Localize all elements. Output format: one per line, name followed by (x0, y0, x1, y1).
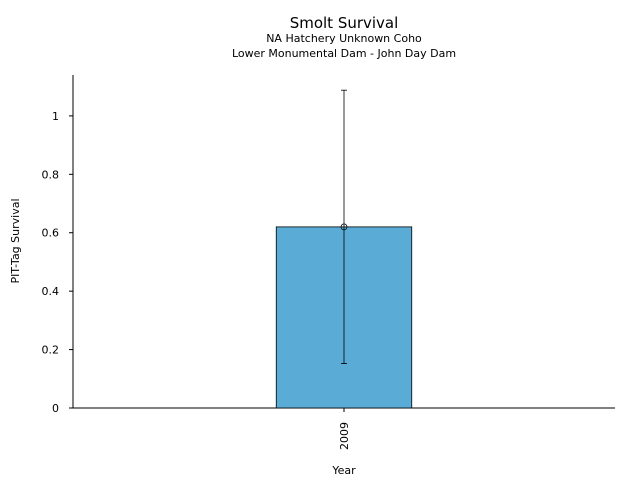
y-tick-label: 0 (52, 402, 59, 415)
y-axis-label: PIT-Tag Survival (9, 198, 22, 283)
chart-subtitle-line-1: NA Hatchery Unknown Coho (266, 32, 422, 45)
y-tick-label: 0.8 (42, 168, 60, 181)
data-point-marker (340, 223, 348, 231)
x-tick-label: 2009 (338, 422, 351, 450)
chart-subtitle-line-2: Lower Monumental Dam - John Day Dam (232, 47, 456, 60)
plot-area: 0 0.2 0.4 0.6 0.8 1 2009 (42, 75, 615, 450)
y-tick-label: 0.6 (42, 227, 60, 240)
y-tick-label: 0.4 (42, 285, 60, 298)
x-axis-label: Year (331, 464, 356, 477)
y-tick-label: 0.2 (42, 344, 60, 357)
chart-title: Smolt Survival (290, 14, 399, 32)
y-tick-label: 1 (52, 110, 59, 123)
